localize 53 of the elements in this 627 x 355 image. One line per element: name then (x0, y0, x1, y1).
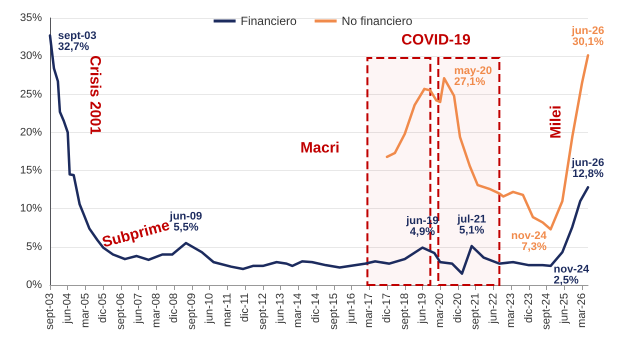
x-tick-label: mar-20 (434, 293, 446, 328)
x-tick-label: sept-12 (256, 293, 269, 330)
x-tick-label: jun-22 (487, 293, 500, 325)
legend-label: No financiero (342, 14, 413, 28)
data-label: jun-26 30,1% (570, 24, 604, 48)
y-tick-label: 10% (20, 202, 42, 215)
data-label: sept-03 32,7% (58, 30, 97, 54)
x-tick-label: sept-21 (470, 293, 482, 330)
data-label: jun-26 12,8% (570, 156, 604, 180)
x-tick-label: jun-19 (416, 293, 428, 325)
x-tick-label: dic-20 (452, 293, 464, 323)
y-tick-label: 20% (20, 126, 42, 138)
data-label: jul-21 5,1% (456, 214, 486, 237)
annotation: Milei (548, 105, 564, 139)
x-tick-label: mar-26 (576, 293, 588, 328)
annotation: Crisis 2001 (86, 55, 104, 135)
y-tick-label: 15% (20, 164, 42, 177)
x-tick-label: mar-23 (505, 293, 518, 328)
y-tick-label: 35% (20, 12, 42, 24)
x-tick-label: sept-24 (540, 293, 553, 330)
x-tick-label: mar-11 (221, 293, 234, 328)
x-tick-label: sept-06 (114, 293, 127, 330)
annotation: COVID-19 (401, 32, 471, 48)
x-tick-label: sept-15 (328, 293, 340, 330)
x-tick-label: mar-08 (150, 293, 162, 328)
x-tick-label: dic-11 (239, 293, 252, 322)
x-tick-label: jun-25 (558, 293, 570, 325)
y-tick-label: 30% (20, 50, 42, 62)
x-tick-label: dic-05 (97, 293, 110, 323)
y-tick-label: 0% (26, 279, 42, 291)
x-tick-label: mar-14 (292, 293, 304, 328)
x-tick-label: dic-23 (522, 293, 535, 323)
x-tick-label: dic-08 (168, 293, 180, 323)
x-tick-label: jun-16 (346, 293, 358, 325)
x-tick-label: jun-04 (62, 293, 74, 325)
data-label: may-20 27,1% (454, 64, 492, 88)
data-label: nov-24 7,3% (511, 230, 548, 253)
x-tick-label: sept-09 (186, 293, 198, 330)
x-tick-label: dic-14 (310, 293, 322, 323)
x-tick-label: dic-17 (381, 293, 394, 323)
y-tick-label: 5% (26, 240, 42, 253)
annotation: Macri (300, 140, 340, 156)
x-tick-label: mar-05 (79, 293, 92, 328)
x-tick-label: mar-17 (363, 293, 376, 328)
x-tick-label: jun-13 (274, 293, 287, 325)
legend-label: Financiero (240, 14, 297, 28)
x-tick-label: sept-03 (44, 293, 56, 330)
x-tick-label: sept-18 (398, 293, 411, 330)
x-tick-label: jun-07 (132, 293, 145, 325)
data-label: nov-24 2,5% (554, 263, 590, 286)
y-tick-label: 25% (20, 88, 42, 100)
data-label: jun-09 5,5% (168, 210, 202, 234)
x-tick-label: jun-10 (204, 293, 216, 325)
